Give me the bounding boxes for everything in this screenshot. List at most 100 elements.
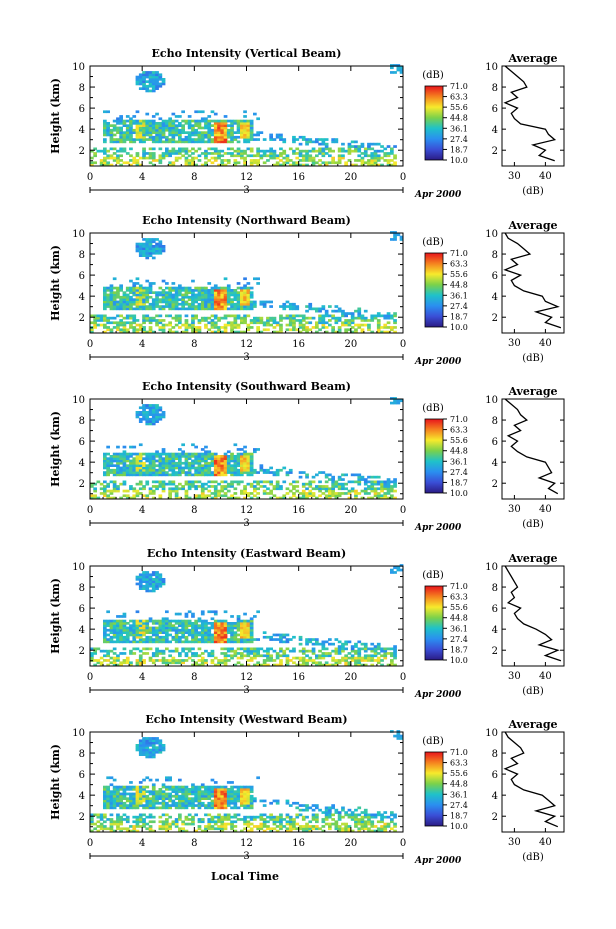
- heatmap-cell: [151, 741, 156, 745]
- heatmap-cell: [165, 295, 169, 299]
- heatmap-cell: [191, 464, 195, 467]
- heatmap-cell: [305, 321, 309, 325]
- heatmap-cell: [148, 406, 153, 410]
- heatmap-cell: [145, 455, 150, 458]
- heatmap-cell: [112, 785, 117, 789]
- heatmap-cell: [96, 829, 101, 833]
- heatmap-cell: [106, 496, 110, 500]
- heatmap-cell: [230, 633, 234, 637]
- heatmap-cell: [148, 640, 153, 644]
- heatmap-cell: [207, 457, 212, 460]
- heatmap-cell: [129, 279, 133, 283]
- heatmap-cell: [246, 459, 251, 463]
- heatmap-cell: [200, 473, 205, 477]
- heatmap-cell: [155, 487, 159, 491]
- heatmap-cell: [295, 152, 300, 155]
- heatmap-cell: [142, 628, 146, 632]
- heatmap-cell: [125, 468, 130, 472]
- heatmap-cell: [210, 794, 215, 798]
- heatmap-cell: [226, 291, 231, 294]
- heatmap-cell: [135, 75, 140, 79]
- heatmap-cell: [240, 628, 244, 632]
- heatmap-cell: [168, 124, 172, 127]
- heatmap-cell: [197, 328, 202, 332]
- heatmap-cell: [161, 300, 166, 304]
- heatmap-cell: [116, 149, 120, 153]
- heatmap-cell: [220, 126, 225, 130]
- heatmap-cell: [145, 413, 150, 416]
- heatmap-cell: [200, 494, 205, 498]
- heatmap-cell: [318, 309, 322, 313]
- heatmap-cell: [256, 316, 260, 320]
- heatmap-cell: [207, 801, 212, 805]
- heatmap-cell: [240, 289, 244, 292]
- heatmap-cell: [357, 312, 362, 315]
- heatmap-cell: [217, 482, 221, 486]
- heatmap-cell: [204, 119, 208, 123]
- heatmap-cell: [194, 459, 198, 463]
- heatmap-cell: [390, 654, 394, 658]
- heatmap-cell: [151, 249, 156, 253]
- heatmap-cell: [158, 321, 163, 325]
- heatmap-cell: [246, 457, 251, 460]
- heatmap-cell: [129, 797, 133, 800]
- heatmap-cell: [194, 300, 198, 304]
- heatmap-cell: [138, 133, 143, 137]
- heatmap-cell: [151, 485, 156, 488]
- heatmap-cell: [158, 748, 163, 752]
- heatmap-cell: [230, 496, 234, 500]
- heatmap-cell: [207, 788, 212, 791]
- heatmap-cell: [161, 471, 166, 474]
- heatmap-cell: [106, 293, 110, 297]
- heatmap-cell: [275, 633, 280, 637]
- heatmap-cell: [213, 663, 218, 667]
- heatmap-cell: [210, 457, 215, 460]
- heatmap-cell: [158, 578, 163, 581]
- heatmap-cell: [305, 654, 309, 658]
- heatmap-cell: [223, 647, 228, 651]
- heatmap-cell: [236, 286, 241, 290]
- heatmap-cell: [236, 633, 241, 637]
- heatmap-cell: [129, 464, 133, 467]
- heatmap-cell: [155, 140, 159, 144]
- heatmap-cell: [187, 822, 192, 826]
- heatmap-cell: [230, 293, 234, 297]
- heatmap-cell: [145, 404, 150, 407]
- heatmap-cell: [116, 291, 120, 294]
- heatmap-cell: [174, 316, 179, 320]
- heatmap-cell: [230, 797, 234, 800]
- heatmap-cell: [305, 487, 309, 491]
- heatmap-cell: [184, 138, 189, 141]
- heatmap-cell: [109, 825, 114, 828]
- heatmap-cell: [109, 457, 114, 460]
- heatmap-cell: [135, 635, 140, 639]
- heatmap-cell: [236, 464, 241, 467]
- heatmap-cell: [148, 238, 153, 241]
- heatmap-cell: [223, 635, 228, 639]
- heatmap-cell: [311, 316, 316, 320]
- heatmap-cell: [184, 119, 189, 123]
- heatmap-cell: [217, 797, 221, 800]
- heatmap-cell: [161, 448, 166, 451]
- heatmap-cell: [171, 163, 176, 167]
- heatmap-cell: [213, 323, 218, 327]
- heatmap-cell: [204, 163, 208, 167]
- heatmap-cell: [174, 295, 179, 299]
- heatmap-cell: [347, 323, 352, 327]
- heatmap-cell: [125, 638, 130, 641]
- heatmap-cell: [204, 286, 208, 290]
- heatmap-cell: [269, 316, 273, 320]
- heatmap-cell: [200, 305, 205, 308]
- heatmap-cell: [243, 293, 247, 297]
- heatmap-cell: [246, 654, 251, 658]
- heatmap-cell: [135, 825, 140, 828]
- heatmap-cell: [116, 659, 120, 662]
- heatmap-cell: [246, 482, 251, 486]
- heatmap-cell: [174, 806, 179, 810]
- heatmap-cell: [279, 663, 283, 667]
- heatmap-cell: [370, 656, 375, 660]
- heatmap-cell: [138, 573, 143, 577]
- heatmap-cell: [148, 420, 153, 423]
- heatmap-cell: [230, 128, 234, 132]
- heatmap-cell: [138, 135, 143, 139]
